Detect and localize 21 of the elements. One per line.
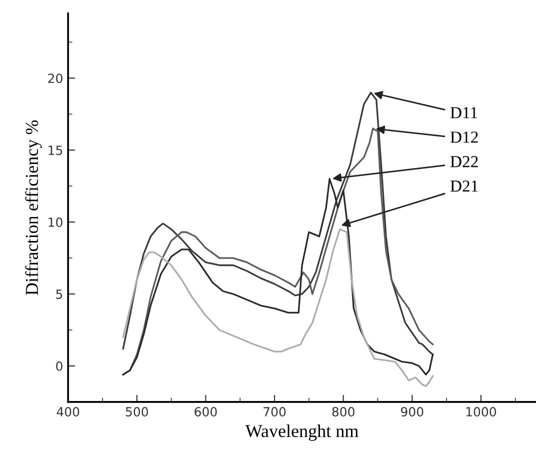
y-tick-label: 5 (56, 290, 62, 299)
x-tick-label: 1000 (466, 407, 496, 416)
y-tick-label: 15 (48, 146, 62, 156)
annotation: D21 (450, 180, 478, 192)
x-axis-title: Wavelenght nm (245, 424, 358, 441)
annotation: D22 (450, 156, 478, 168)
line-series (122, 178, 434, 376)
x-tick-label: 800 (332, 407, 354, 416)
x-tick-label: 500 (126, 407, 148, 416)
y-axis-title: Diffraction efficiency % (25, 120, 42, 296)
line-series (122, 92, 434, 356)
line-series (122, 228, 434, 387)
y-tick-label: 0 (56, 361, 62, 371)
y-tick-label: 20 (48, 74, 62, 84)
annotation: D11 (450, 107, 478, 118)
x-tick-label: 600 (194, 407, 217, 416)
x-tick-label: 400 (56, 407, 80, 416)
annotation: D12 (450, 132, 478, 143)
y-tick-label: 10 (48, 218, 62, 227)
x-tick-label: 900 (400, 407, 424, 416)
x-tick-label: 700 (264, 407, 286, 416)
